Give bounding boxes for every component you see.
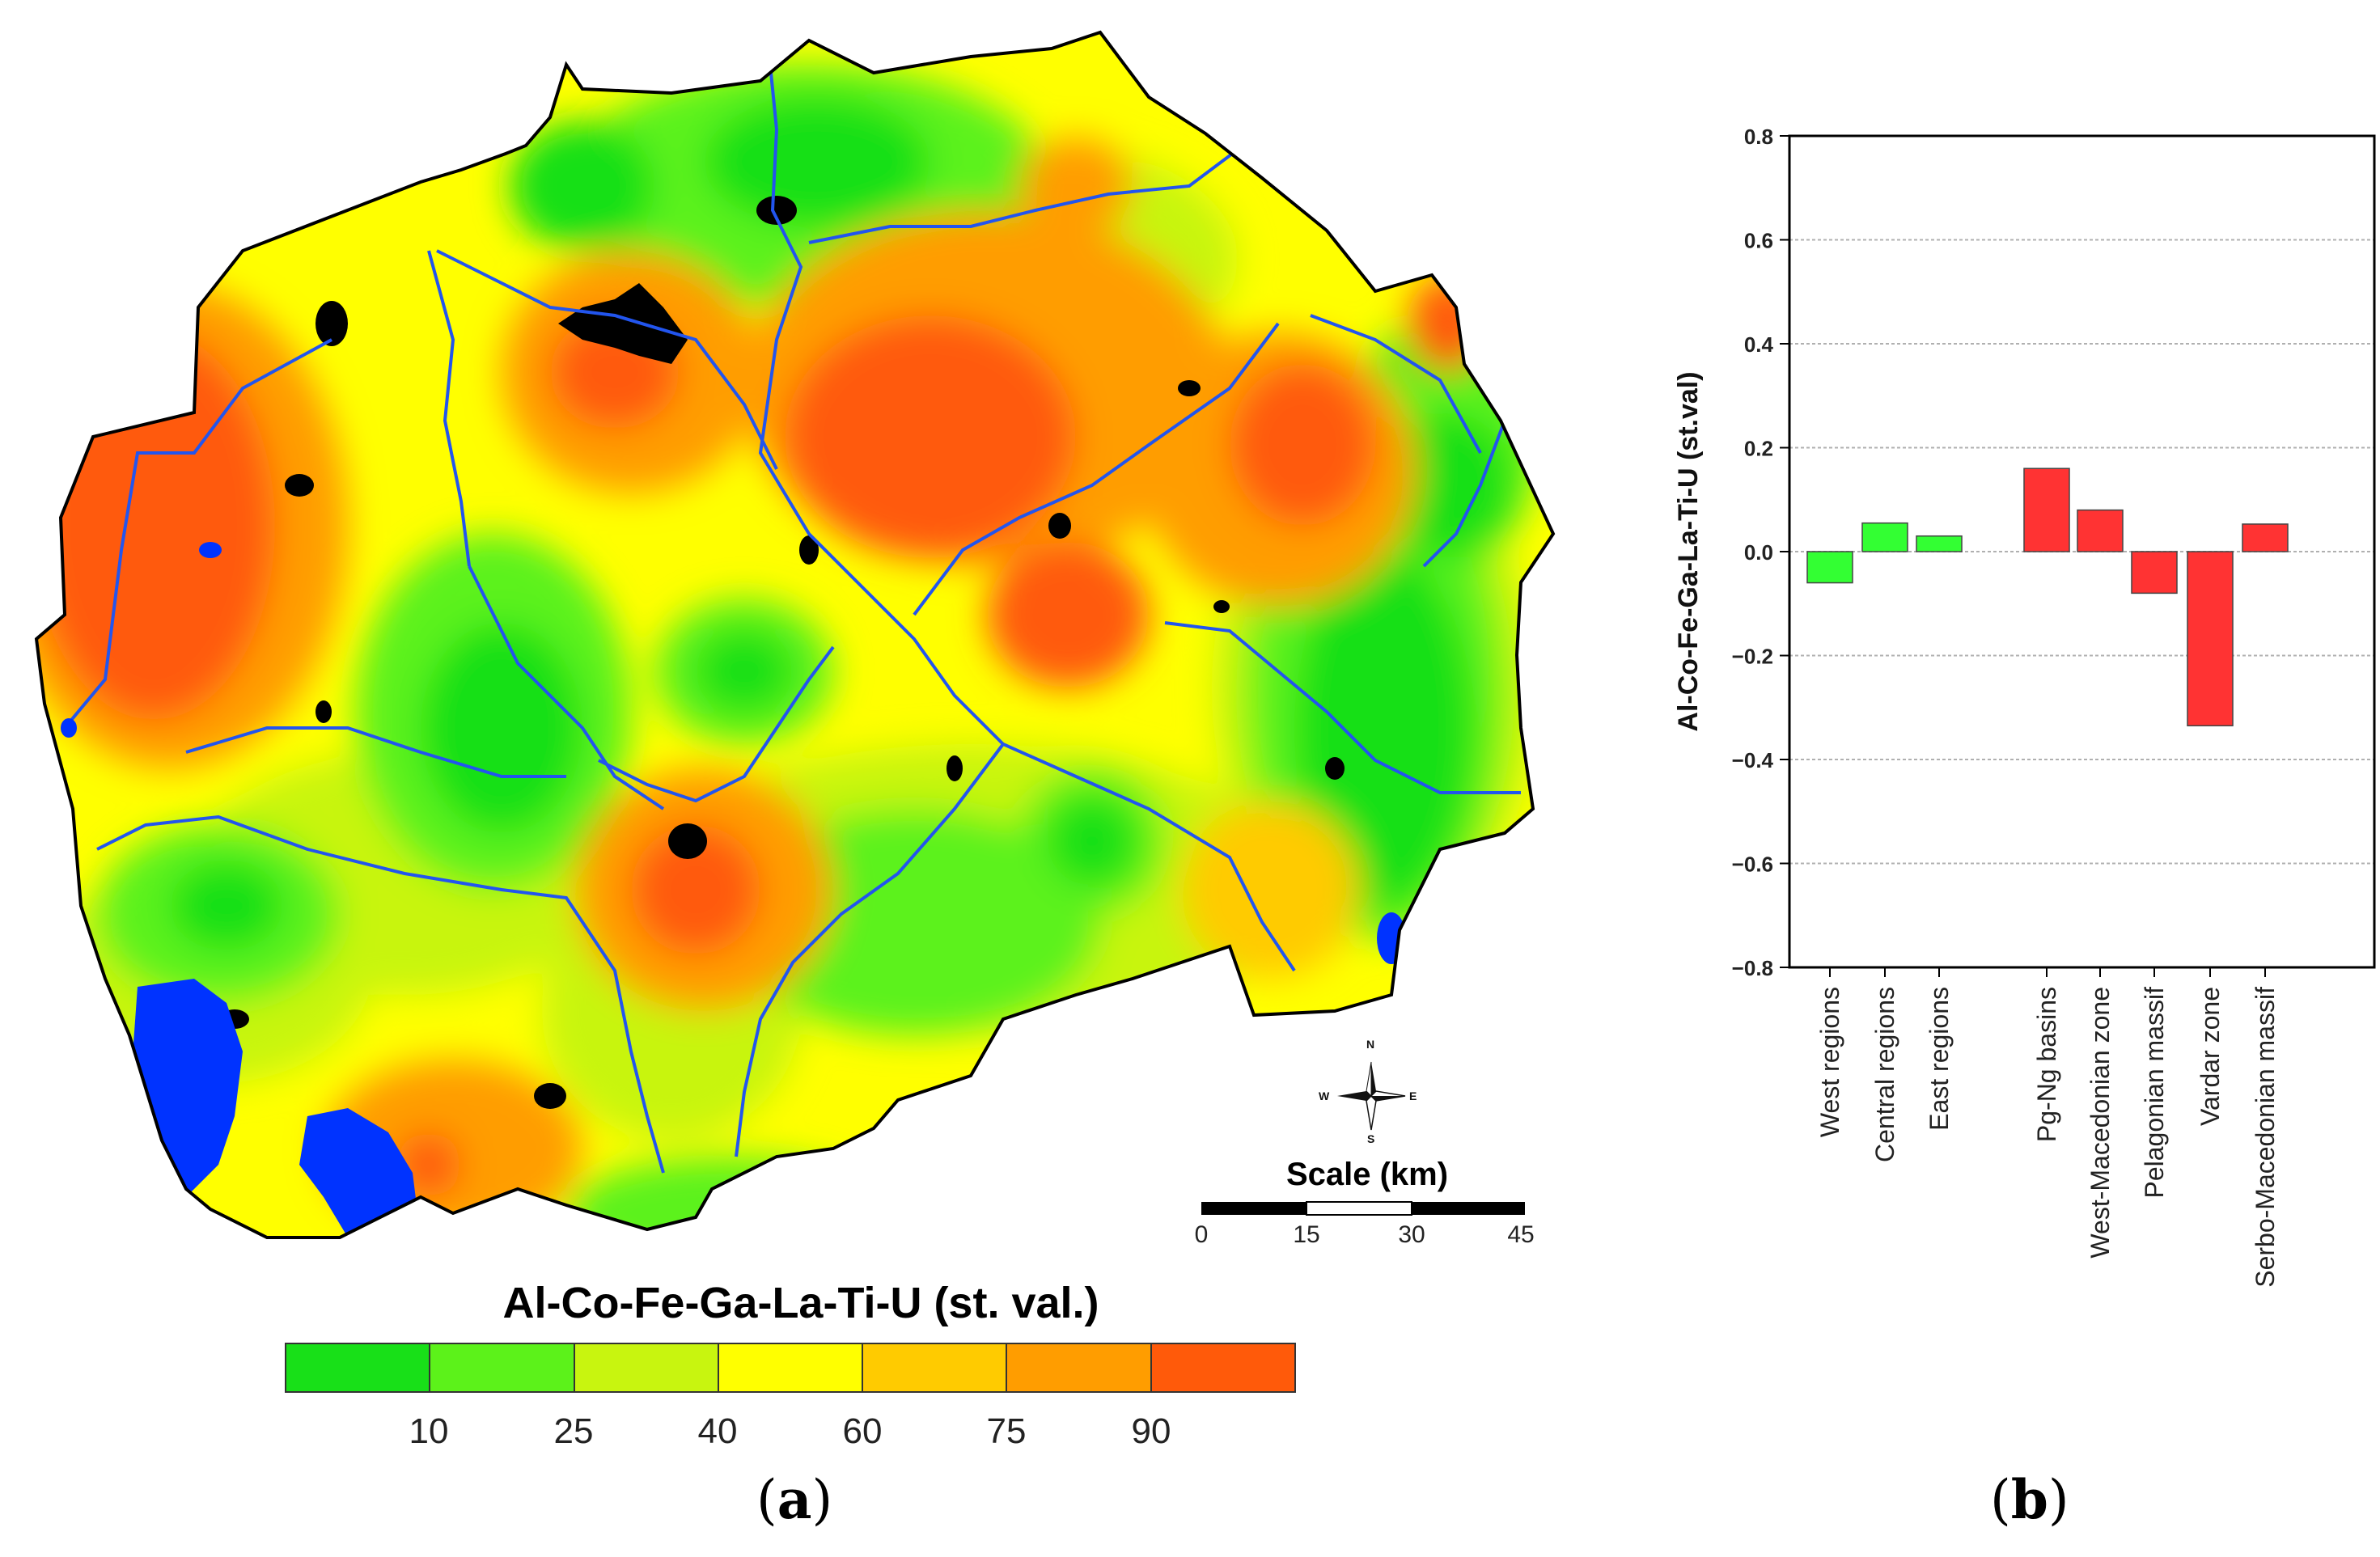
y-tick-label: −0.8: [1732, 956, 1773, 980]
bar: [2023, 468, 2070, 552]
scale-title: Scale (km): [1285, 1157, 1449, 1192]
bar: [1916, 535, 1963, 552]
scale-tick: 30: [1398, 1221, 1425, 1248]
legend-tick: 40: [697, 1411, 738, 1451]
scale-tick: 45: [1507, 1221, 1535, 1248]
compass-west-label: W: [1319, 1089, 1330, 1102]
bar: [2242, 523, 2289, 552]
panel-label-a: (a): [756, 1468, 833, 1531]
interpolated-surface: [36, 32, 1553, 1238]
x-tick-label: Pg-Ng basins: [2032, 987, 2061, 1142]
legend-ticks: 10 25 40 60 75 90: [285, 1411, 1296, 1460]
legend-tick: 90: [1131, 1411, 1171, 1451]
legend-tick: 10: [409, 1411, 449, 1451]
compass-east-label: E: [1409, 1089, 1417, 1102]
legend-swatch: [574, 1344, 719, 1391]
map-panel: N S E W Scale (km) 0 15 30 45 Al-Co-Fe-G…: [35, 31, 1555, 1531]
y-tick-label: 0.6: [1744, 229, 1773, 253]
x-tick-label: Pelagonian massif: [2140, 987, 2169, 1199]
legend-swatch: [286, 1344, 431, 1391]
bar: [1806, 551, 1853, 584]
y-tick-label: −0.2: [1732, 645, 1773, 669]
compass-rose-icon: [1337, 1061, 1406, 1131]
x-tick-label: Vardar zone: [2196, 987, 2225, 1126]
legend-swatch: [863, 1344, 1008, 1391]
y-tick-label: 0.0: [1744, 540, 1773, 565]
legend-swatch: [718, 1344, 864, 1391]
y-tick-label: 0.2: [1744, 437, 1773, 461]
legend-swatch: [430, 1344, 575, 1391]
bar-chart-panel: 0.8 0.6 0.4 0.2 0.0 −0.2 −0.4 −0.6 −0.8 Al-Co-Fe-…: [1610, 0, 2380, 1557]
legend-swatch: [1007, 1344, 1152, 1391]
x-tick-label: East regions: [1925, 987, 1954, 1131]
legend-tick: 75: [986, 1411, 1027, 1451]
panel-label-b: (b): [1990, 1468, 2069, 1531]
bar: [2187, 551, 2234, 726]
legend-swatch: [1151, 1344, 1294, 1391]
compass-south-label: S: [1367, 1132, 1375, 1145]
y-axis-label: Al-Co-Fe-Ga-La-Ti-U (st.val): [1673, 371, 1704, 731]
bar-chart: 0.8 0.6 0.4 0.2 0.0 −0.2 −0.4 −0.6 −0.8 Al-Co-Fe-…: [1673, 125, 2376, 1288]
y-tick-label: −0.4: [1732, 748, 1774, 772]
legend-tick: 60: [842, 1411, 883, 1451]
x-tick-label: Central regions: [1870, 987, 1899, 1162]
legend-tick: 25: [553, 1411, 594, 1451]
y-tick-label: −0.6: [1732, 853, 1773, 877]
urban-areas: [220, 196, 1345, 1109]
scale-bar: [1201, 1201, 1525, 1216]
bar: [2077, 509, 2124, 552]
scale-tick: 15: [1293, 1221, 1320, 1248]
compass-north-label: N: [1366, 1038, 1375, 1051]
y-tick-label: 0.8: [1744, 125, 1773, 149]
y-tick-label: 0.4: [1744, 332, 1774, 357]
x-tick-label: West-Macedonian zone: [2086, 987, 2115, 1259]
rivers: [63, 48, 1521, 1174]
x-tick-label: West regions: [1815, 987, 1844, 1137]
geochemical-map: [35, 31, 1555, 1239]
bar: [1861, 522, 1908, 552]
legend-title: Al-Co-Fe-Ga-La-Ti-U (st. val.): [502, 1279, 1099, 1327]
bar: [2131, 551, 2178, 594]
scale-tick: 0: [1194, 1221, 1209, 1248]
x-tick-label: Serbo-Macedonian massif: [2251, 987, 2280, 1288]
legend-color-bar: [285, 1343, 1296, 1393]
